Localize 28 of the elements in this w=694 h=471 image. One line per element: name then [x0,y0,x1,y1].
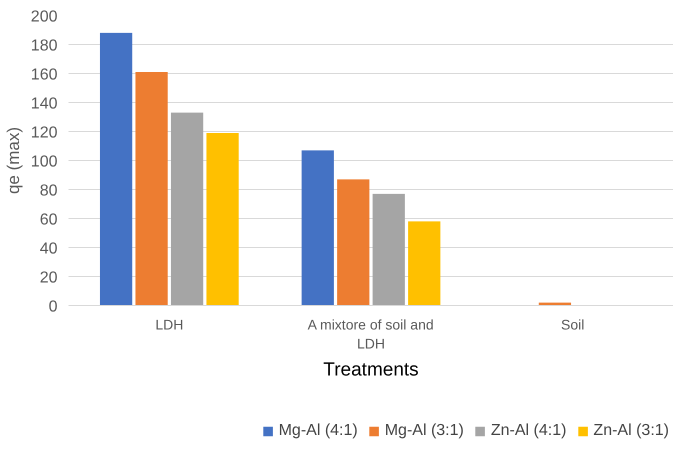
y-tick-label: 60 [40,212,58,228]
x-tick-label: Soil [560,316,584,332]
y-tick-label: 20 [40,270,58,286]
bar [372,194,405,306]
legend-label: Zn-Al (3:1) [593,422,669,440]
bar [337,179,370,306]
y-tick-label: 100 [30,154,58,170]
y-tick-label: 140 [30,96,58,112]
legend-label: Zn-Al (4:1) [490,422,566,440]
bar [100,32,132,306]
y-tick-label: 0 [48,298,58,316]
legend-label: Mg-Al (3:1) [384,422,464,440]
y-tick-label: 40 [40,240,58,258]
x-tick-label: LDH [155,316,184,332]
y-tick-label: 160 [30,66,58,84]
x-tick-label: A mixtore of soil and LDH [308,316,434,352]
bar [206,132,239,306]
y-tick-label: 200 [30,8,58,26]
bar [135,72,168,306]
y-tick-label: 180 [30,38,58,54]
legend-label: Mg-Al (4:1) [278,422,358,440]
bar [302,150,334,306]
bar [170,112,204,306]
y-tick-label: 80 [40,182,58,200]
x-axis-title: Treatments [323,360,419,381]
y-axis-title: qe (max) [4,126,23,194]
y-tick-label: 120 [30,124,58,142]
bar [408,221,440,306]
